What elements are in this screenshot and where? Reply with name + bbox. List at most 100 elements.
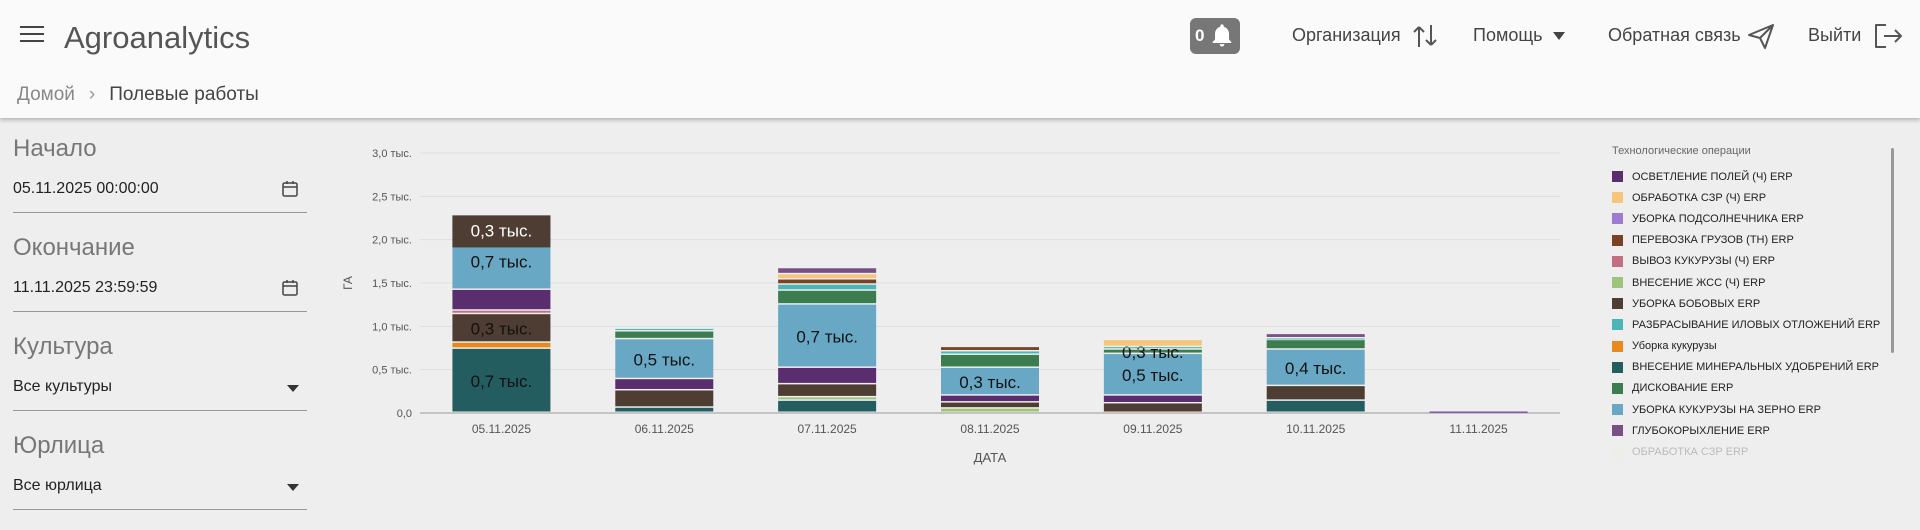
- bar-segment: [778, 274, 877, 279]
- legend-item[interactable]: УБОРКА ПОДСОЛНЕЧНИКА ERP: [1612, 208, 1892, 229]
- hamburger-icon[interactable]: [20, 26, 44, 46]
- legend-item[interactable]: ВНЕСЕНИЕ ЖСС (Ч) ERP: [1612, 272, 1892, 293]
- bar-segment: [778, 279, 877, 284]
- bar-segment: [452, 342, 551, 348]
- legend-item[interactable]: УБОРКА КУКУРУЗЫ НА ЗЕРНО ERP: [1612, 399, 1892, 420]
- divider: [13, 410, 307, 411]
- notifications-button[interactable]: 0: [1190, 18, 1240, 54]
- bar-segment: [778, 397, 877, 400]
- stacked-bar-chart: 0,0 0,5 тыс. 1,0 тыс. 1,5 тыс. 2,0 тыс. 2,5 т…: [341, 148, 1560, 465]
- start-date-field[interactable]: Начало 05.11.2025 00:00:00: [13, 132, 307, 231]
- entity-value[interactable]: Все юрлица: [13, 477, 102, 494]
- organization-link[interactable]: Организация: [1292, 25, 1401, 45]
- legend-item[interactable]: РАЗБРАСЫВАНИЕ ИЛОВЫХ ОТЛОЖЕНИЙ ERP: [1612, 314, 1892, 335]
- breadcrumb-home[interactable]: Домой: [17, 84, 75, 105]
- filters-panel: Начало 05.11.2025 00:00:00 Окончание 11.…: [13, 132, 307, 528]
- y-axis-title: ГА: [341, 276, 355, 290]
- bar-segment: [778, 268, 877, 273]
- feedback-link[interactable]: Обратная связь: [1608, 25, 1741, 45]
- legend-item[interactable]: ОБРАБОТКА СЗР ERP: [1612, 441, 1892, 462]
- legend-item[interactable]: ВЫВОЗ КУКУРУЗЫ (Ч) ERP: [1612, 251, 1892, 272]
- legend-item[interactable]: ВНЕСЕНИЕ МИНЕРАЛЬНЫХ УДОБРЕНИЙ ERP: [1612, 357, 1892, 378]
- legend-item[interactable]: Уборка кукурузы: [1612, 336, 1892, 357]
- logout-icon[interactable]: [1872, 21, 1904, 51]
- legend-swatch: [1612, 382, 1623, 394]
- dropdown-arrow-icon[interactable]: [287, 385, 299, 392]
- notification-count: 0: [1195, 26, 1205, 45]
- culture-label: Культура: [13, 333, 113, 360]
- data-label: 0,5 тыс.: [633, 350, 695, 369]
- data-label: 0,5 тыс.: [1122, 366, 1184, 385]
- end-date-input[interactable]: 11.11.2025 23:59:59: [13, 279, 158, 296]
- legend-swatch: [1612, 192, 1623, 204]
- bar-segment: [941, 395, 1039, 402]
- calendar-icon[interactable]: [281, 279, 299, 297]
- legend-label: ОБРАБОТКА СЗР (Ч) ERP: [1632, 191, 1767, 204]
- calendar-icon[interactable]: [281, 180, 299, 198]
- legend-swatch: [1612, 255, 1623, 267]
- bar-segment: [1103, 395, 1202, 402]
- legend-swatch: [1612, 361, 1623, 373]
- swap-icon[interactable]: [1410, 21, 1440, 51]
- bar-segment: [452, 310, 551, 313]
- send-icon[interactable]: [1746, 21, 1776, 51]
- bar-segment: [452, 348, 551, 412]
- data-label: 0,7 тыс.: [796, 327, 858, 346]
- bar-segment: [1266, 338, 1365, 340]
- legend-swatch: [1612, 234, 1623, 246]
- legend-item[interactable]: ПЕРЕВОЗКА ГРУЗОВ (ТН) ERP: [1612, 230, 1892, 251]
- bar-segment: [615, 407, 714, 412]
- dropdown-arrow-icon[interactable]: [287, 484, 299, 491]
- y-tick-label: 1,5 тыс.: [372, 278, 412, 290]
- legend-label: ВНЕСЕНИЕ МИНЕРАЛЬНЫХ УДОБРЕНИЙ ERP: [1632, 361, 1880, 374]
- start-date-label: Начало: [13, 135, 97, 162]
- data-label: 0,3 тыс.: [959, 373, 1021, 392]
- legend-label: УБОРКА КУКУРУЗЫ НА ЗЕРНО ERP: [1632, 403, 1821, 416]
- y-tick-label: 2,0 тыс.: [372, 235, 412, 247]
- x-tick-label: 10.11.2025: [1286, 422, 1345, 436]
- entity-select[interactable]: Юрлица Все юрлица: [13, 429, 307, 528]
- legend-label: ОБРАБОТКА СЗР ERP: [1632, 446, 1749, 459]
- bar-segment: [615, 331, 714, 338]
- culture-value[interactable]: Все культуры: [13, 378, 112, 395]
- bar-segment: [778, 304, 877, 367]
- legend-label: РАЗБРАСЫВАНИЕ ИЛОВЫХ ОТЛОЖЕНИЙ ERP: [1632, 318, 1881, 331]
- legend-scrollbar[interactable]: [1891, 148, 1894, 353]
- legend-swatch: [1612, 171, 1623, 183]
- app-header: Agroanalytics 0 Организация Помощь Обрат…: [0, 0, 1920, 118]
- breadcrumb: Домой › Полевые работы: [17, 84, 259, 106]
- bar-segment: [778, 290, 877, 304]
- data-label: 0,3 тыс.: [471, 320, 533, 339]
- legend-label: ГЛУБОКОРЫХЛЕНИЕ ERP: [1632, 424, 1770, 437]
- y-tick-label: 3,0 тыс.: [372, 148, 412, 160]
- x-tick-label: 11.11.2025: [1449, 422, 1508, 436]
- bar-segment: [941, 402, 1039, 408]
- x-tick-label: 06.11.2025: [635, 422, 694, 436]
- legend-item[interactable]: ГЛУБОКОРЫХЛЕНИЕ ERP: [1612, 420, 1892, 441]
- legend-item[interactable]: ОБРАБОТКА СЗР (Ч) ERP: [1612, 187, 1892, 208]
- caret-down-icon[interactable]: [1553, 32, 1565, 40]
- legend-swatch: [1612, 319, 1623, 331]
- start-date-input[interactable]: 05.11.2025 00:00:00: [13, 180, 159, 197]
- data-label: 0,7 тыс.: [471, 372, 533, 391]
- bar-segment: [1103, 403, 1202, 412]
- bar-segment: [1103, 347, 1202, 349]
- logout-link[interactable]: Выйти: [1808, 25, 1862, 45]
- end-date-field[interactable]: Окончание 11.11.2025 23:59:59: [13, 231, 307, 330]
- culture-select[interactable]: Культура Все культуры: [13, 330, 307, 429]
- app-title: Agroanalytics: [64, 20, 251, 55]
- y-tick-label: 2,5 тыс.: [372, 191, 412, 203]
- bar-segment: [778, 384, 877, 396]
- legend-item[interactable]: УБОРКА БОБОВЫХ ERP: [1612, 293, 1892, 314]
- y-tick-label: 0,5 тыс.: [372, 365, 412, 377]
- legend-swatch: [1612, 277, 1623, 289]
- y-tick-label: 1,0 тыс.: [372, 321, 412, 333]
- legend-item[interactable]: ОСВЕТЛЕНИЕ ПОЛЕЙ (Ч) ERP: [1612, 166, 1892, 187]
- legend-label: ОСВЕТЛЕНИЕ ПОЛЕЙ (Ч) ERP: [1632, 170, 1793, 183]
- bar-segment: [615, 328, 714, 331]
- legend-label: Уборка кукурузы: [1632, 340, 1717, 353]
- legend-label: ВЫВОЗ КУКУРУЗЫ (Ч) ERP: [1632, 255, 1775, 268]
- chevron-right-icon: ›: [88, 84, 96, 105]
- help-menu[interactable]: Помощь: [1473, 25, 1543, 45]
- legend-item[interactable]: ДИСКОВАНИЕ ERP: [1612, 378, 1892, 399]
